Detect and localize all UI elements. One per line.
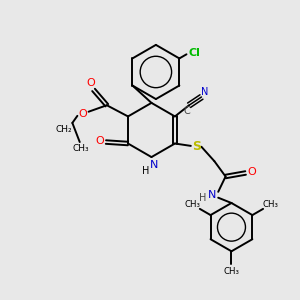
Text: N: N: [150, 160, 158, 170]
Text: CH₃: CH₃: [185, 200, 201, 209]
Text: S: S: [192, 140, 201, 153]
Text: CH₃: CH₃: [73, 144, 89, 153]
Text: O: O: [95, 136, 104, 146]
Text: CH₂: CH₂: [56, 125, 72, 134]
Text: N: N: [208, 190, 216, 200]
Text: C: C: [183, 106, 190, 116]
Text: O: O: [247, 167, 256, 177]
Text: Cl: Cl: [189, 48, 201, 58]
Text: O: O: [78, 109, 87, 119]
Text: H: H: [142, 166, 150, 176]
Text: CH₃: CH₃: [224, 267, 239, 276]
Text: N: N: [201, 87, 208, 97]
Text: CH₃: CH₃: [262, 200, 278, 209]
Text: O: O: [86, 79, 95, 88]
Text: H: H: [199, 193, 207, 203]
